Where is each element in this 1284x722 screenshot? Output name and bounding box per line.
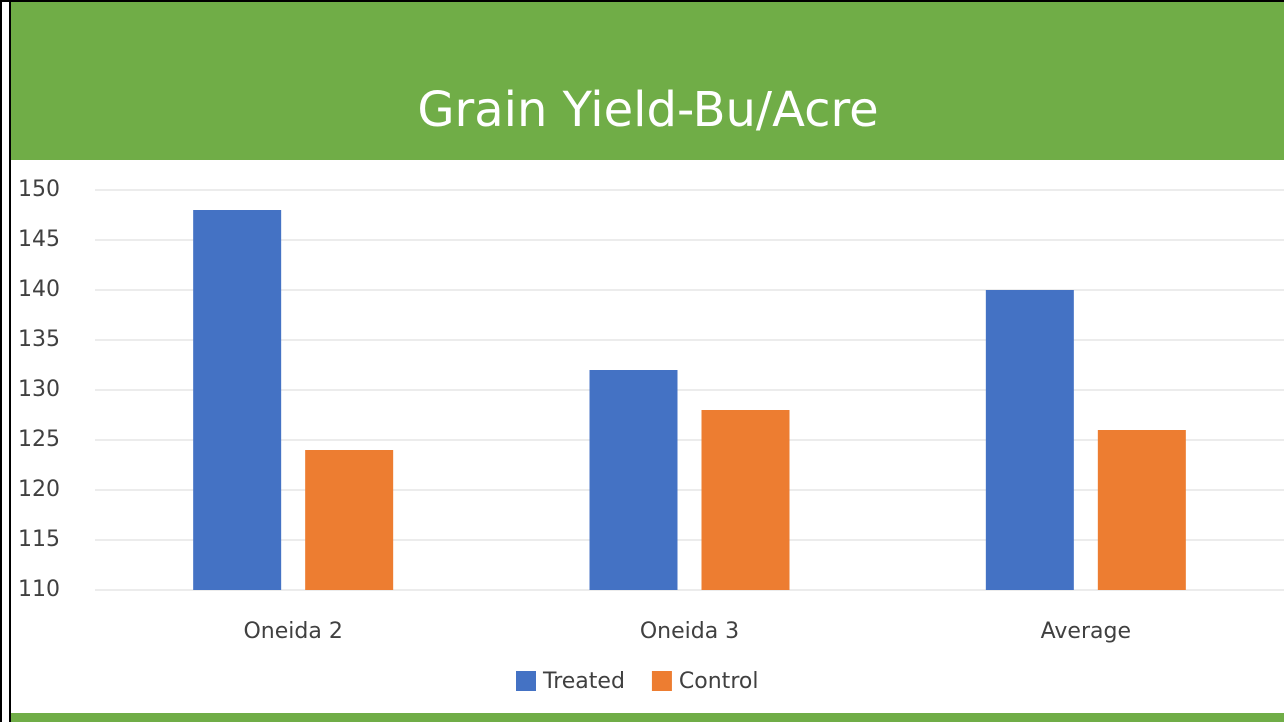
bar (193, 210, 282, 590)
chart-title: Grain Yield-Bu/Acre (417, 82, 878, 138)
bar (701, 410, 790, 590)
y-tick-label: 145 (18, 227, 60, 252)
y-tick-label: 125 (18, 427, 60, 452)
y-tick-label: 150 (18, 177, 60, 202)
legend-swatch (516, 671, 536, 691)
x-tick-label: Average (1041, 619, 1131, 644)
legend-label: Treated (542, 669, 625, 694)
legend-label: Control (679, 669, 759, 694)
footer-band (10, 713, 1284, 722)
y-tick-label: 110 (18, 577, 60, 602)
y-tick-label: 115 (18, 527, 60, 552)
bar (305, 450, 394, 590)
legend-swatch (651, 671, 672, 691)
header-band (10, 0, 1284, 160)
x-tick-label: Oneida 2 (243, 619, 342, 644)
bar (589, 370, 678, 590)
y-tick-label: 130 (18, 377, 60, 402)
y-tick-label: 140 (18, 277, 60, 302)
bar (985, 290, 1074, 590)
y-tick-label: 135 (18, 327, 60, 352)
bar (1097, 430, 1186, 590)
y-tick-label: 120 (18, 477, 60, 502)
x-tick-label: Oneida 3 (640, 619, 739, 644)
